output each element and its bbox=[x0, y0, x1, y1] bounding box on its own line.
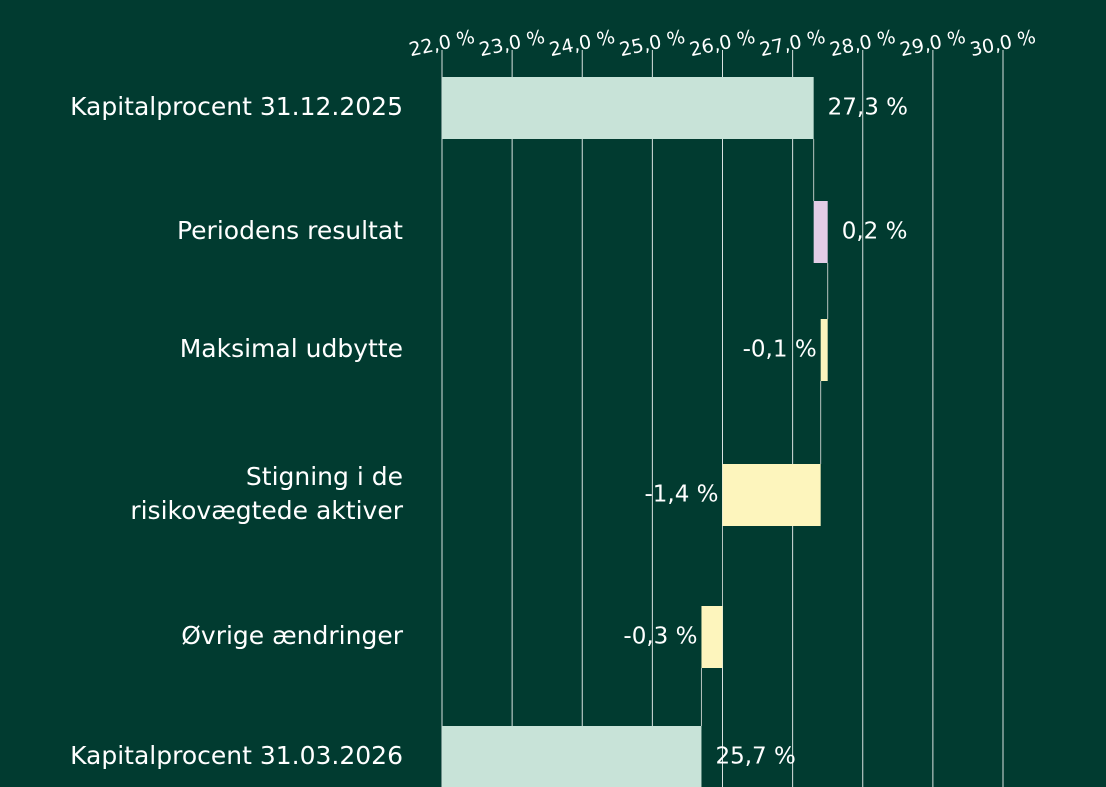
category-label: Kapitalprocent 31.12.2025 bbox=[70, 92, 403, 121]
value-label: -1,4 % bbox=[644, 482, 718, 508]
bar bbox=[442, 77, 814, 139]
value-label: -0,3 % bbox=[623, 624, 697, 650]
bar bbox=[701, 606, 723, 668]
category-label: Stigning i de risikovægtede aktiver bbox=[130, 462, 403, 525]
value-label: 25,7 % bbox=[715, 744, 795, 770]
bar bbox=[820, 319, 828, 381]
value-label: 27,3 % bbox=[828, 95, 908, 121]
category-label: Kapitalprocent 31.03.2026 bbox=[70, 741, 403, 770]
bar bbox=[722, 464, 821, 526]
value-label: -0,1 % bbox=[743, 337, 817, 363]
category-label: Øvrige ændringer bbox=[181, 621, 403, 650]
category-label: Maksimal udbytte bbox=[180, 334, 403, 363]
value-label: 0,2 % bbox=[842, 219, 908, 245]
bar bbox=[442, 726, 702, 787]
bar bbox=[813, 201, 828, 263]
category-label: Periodens resultat bbox=[177, 216, 403, 245]
